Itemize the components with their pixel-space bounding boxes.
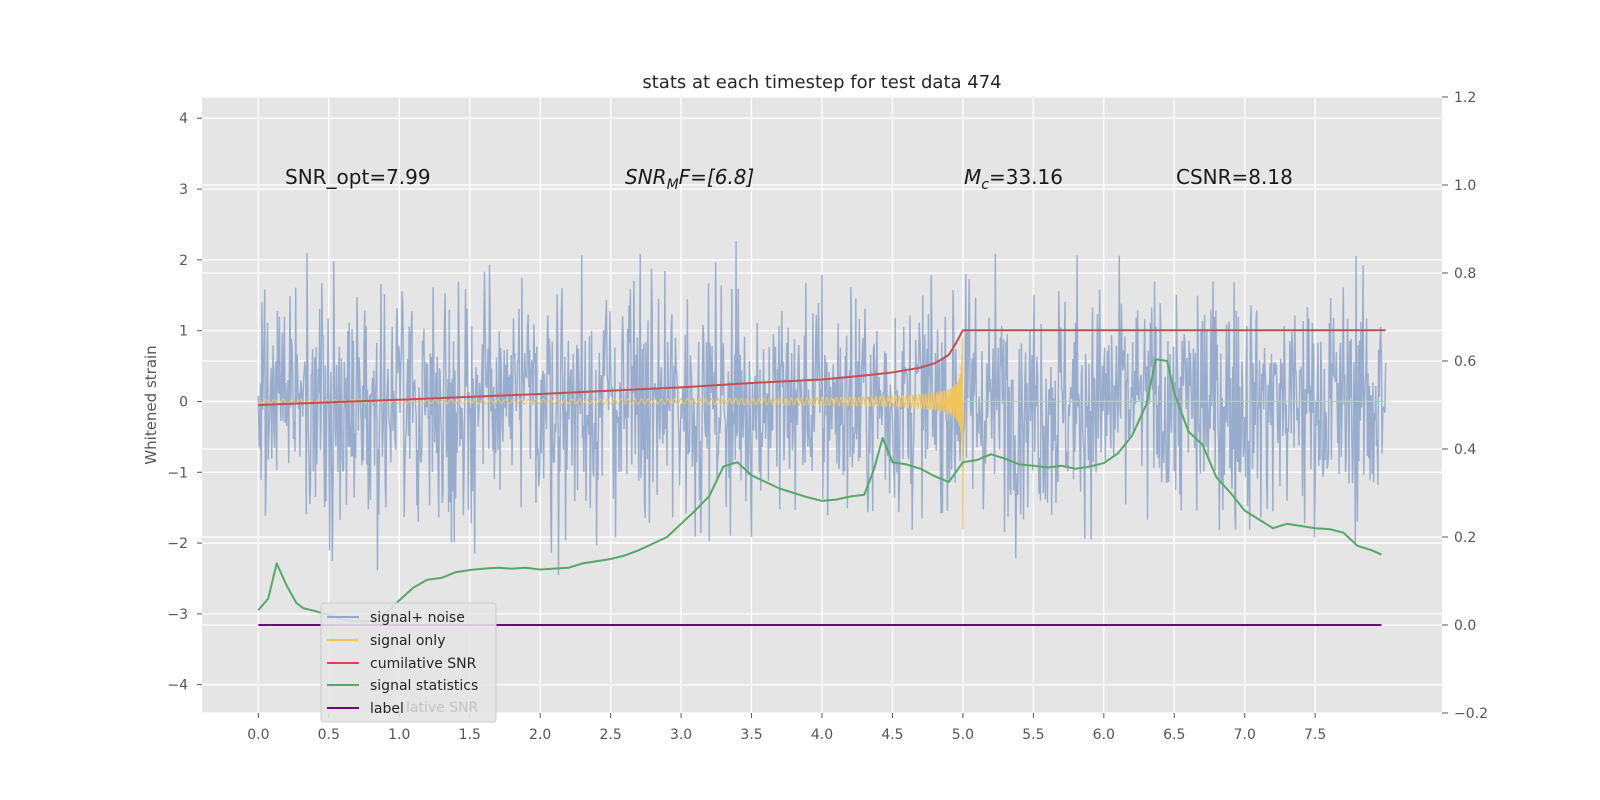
x-tick-label: 5.5 <box>1022 727 1044 743</box>
x-tick-label: 7.5 <box>1304 727 1326 743</box>
x-tick-label: 1.5 <box>459 727 481 743</box>
annotation-snr-opt: SNR_opt=7.99 <box>285 165 431 189</box>
x-tick-label: 3.0 <box>670 727 692 743</box>
x-tick-label: 6.0 <box>1093 727 1115 743</box>
x-tick-label: 2.5 <box>600 727 622 743</box>
x-tick-label: 4.0 <box>811 727 833 743</box>
x-tick-label: 0.5 <box>318 727 340 743</box>
x-tick-label: 3.5 <box>740 727 762 743</box>
y-right-tick-label: 0.0 <box>1454 618 1476 634</box>
annotation-snr-mf-suffix: F=[6.8] <box>679 165 755 189</box>
y-right-tick-label: 1.2 <box>1454 90 1476 106</box>
y-left-tick-label: −1 <box>167 465 188 481</box>
signal-statistics-line <box>257 358 1382 623</box>
legend-label-signal-only: signal only <box>370 633 445 649</box>
x-tick-label: 6.5 <box>1163 727 1185 743</box>
annotation-csnr: CSNR=8.18 <box>1176 165 1293 189</box>
annotation-mc-sub: c <box>981 177 989 193</box>
y-axis-left-ticks: 4 3 2 1 0 −1 −2 −3 −4 <box>167 111 202 694</box>
y-left-tick-label: −4 <box>167 678 188 694</box>
legend-label-cumulative-snr: cumilative SNR <box>370 656 477 672</box>
y-right-tick-label: 0.2 <box>1454 530 1476 546</box>
y-right-tick-label: 1.0 <box>1454 178 1476 194</box>
chart-title: stats at each timestep for test data 474 <box>642 72 1001 93</box>
y-right-tick-label: −0.2 <box>1454 706 1488 722</box>
y-left-tick-label: 4 <box>179 111 188 127</box>
annotation-mc-suffix: =33.16 <box>989 165 1063 189</box>
y-left-tick-label: −3 <box>167 607 188 623</box>
y-left-tick-label: 1 <box>179 324 188 340</box>
y-axis-right-ticks: 1.2 1.0 0.8 0.6 0.4 0.2 0.0 −0.2 <box>1442 90 1488 722</box>
annotation-snr-mf: SNRMF=[6.8] <box>625 165 754 193</box>
legend-label-label: label <box>370 701 404 717</box>
series-cumulative-snr <box>258 329 1386 406</box>
y-left-tick-label: 2 <box>179 253 188 269</box>
legend-label-signal-statistics: signal statistics <box>370 678 478 694</box>
annotation-snr-mf-prefix: SNR <box>625 165 667 189</box>
x-tick-label: 0.0 <box>247 727 269 743</box>
annotation-mc-prefix: M <box>964 165 981 189</box>
x-tick-label: 2.0 <box>529 727 551 743</box>
x-tick-label: 7.0 <box>1234 727 1256 743</box>
legend: lative SNR signal+ noise signal only cum… <box>320 602 497 723</box>
annotation-mc: Mc=33.16 <box>964 165 1063 193</box>
y-axis-label: Whitened strain <box>142 345 160 464</box>
x-axis-ticks: 0.0 0.5 1.0 1.5 2.0 2.5 3.0 3.5 4.0 4.5 5.0 5.5 6.0 6… <box>247 713 1326 743</box>
y-right-tick-label: 0.4 <box>1454 442 1476 458</box>
y-left-tick-label: 3 <box>179 182 188 198</box>
y-right-tick-label: 0.6 <box>1454 354 1476 370</box>
y-left-tick-label: −2 <box>167 536 188 552</box>
signal-noise-line <box>257 241 1387 576</box>
y-right-tick-label: 0.8 <box>1454 266 1476 282</box>
legend-label-signal-noise: signal+ noise <box>370 610 465 626</box>
legend-ghost-text: lative SNR <box>406 700 479 716</box>
x-tick-label: 4.5 <box>881 727 903 743</box>
legend-box <box>320 602 497 723</box>
x-tick-label: 1.0 <box>388 727 410 743</box>
y-left-tick-label: 0 <box>179 394 188 410</box>
annotation-snr-mf-sub: M <box>667 177 679 193</box>
cumulative-snr-line <box>258 329 1386 406</box>
x-tick-label: 5.0 <box>952 727 974 743</box>
series-signal-statistics <box>257 358 1382 623</box>
series-signal-noise <box>257 241 1387 576</box>
